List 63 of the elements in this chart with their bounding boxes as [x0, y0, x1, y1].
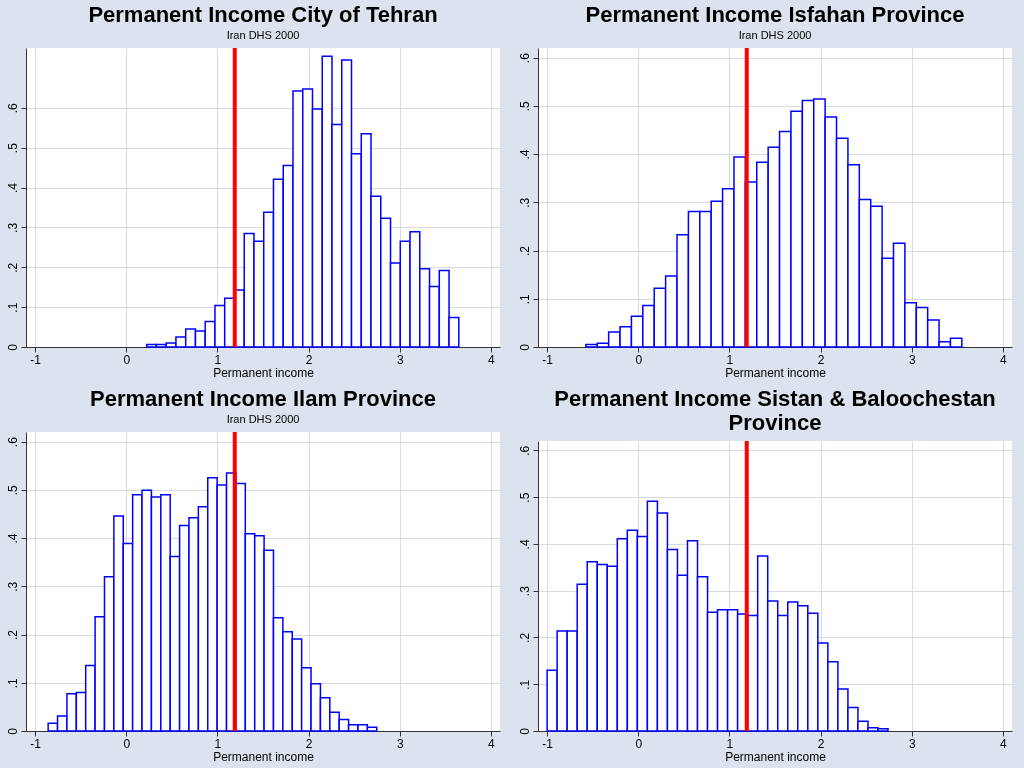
x-tick-label: 2 — [305, 352, 313, 367]
chart-title: Permanent Income Isfahan Province — [585, 2, 965, 27]
chart-title: Permanent Income Sistan & Baloochestan Province — [554, 386, 996, 435]
x-tick-label: -1 — [542, 736, 554, 751]
chart-title: Permanent Income City of Tehran — [88, 2, 438, 27]
chart-subtitle: Iran DHS 2000 — [226, 413, 300, 425]
x-tick-label: 0 — [123, 736, 131, 751]
y-tick-label: .1 — [5, 677, 20, 689]
y-tick-label: .3 — [5, 222, 20, 233]
x-tick-label: -1 — [542, 352, 554, 367]
y-tick-label: .1 — [517, 679, 532, 690]
x-tick-label: 1 — [726, 352, 734, 367]
y-tick-label: .5 — [5, 142, 20, 154]
y-tick-label: .5 — [517, 492, 532, 503]
x-axis-title: Permanent income — [213, 365, 315, 380]
chart-title: Permanent Income Ilam Province — [89, 386, 437, 411]
x-axis-title: Permanent income — [725, 749, 827, 764]
y-tick-label: .2 — [5, 262, 20, 273]
x-axis-title: Permanent income — [213, 749, 315, 764]
y-tick-label: .6 — [517, 52, 532, 64]
y-tick-label: .4 — [517, 539, 532, 550]
chart-subtitle: Iran DHS 2000 — [226, 29, 300, 41]
y-tick-label: .6 — [5, 436, 20, 448]
x-tick-label: -1 — [30, 352, 42, 367]
y-tick-label: 0 — [5, 727, 20, 735]
x-tick-label: 0 — [635, 352, 643, 367]
x-tick-label: 2 — [305, 736, 313, 751]
y-tick-label: .3 — [517, 585, 532, 597]
y-tick-label: .6 — [5, 102, 20, 114]
y-tick-label: 0 — [5, 343, 20, 351]
y-tick-label: .3 — [5, 581, 20, 592]
x-tick-label: 3 — [908, 736, 916, 751]
y-tick-label: .6 — [517, 445, 532, 456]
y-tick-label: .4 — [5, 182, 20, 194]
y-tick-label: .3 — [517, 197, 532, 208]
y-tick-label: .2 — [5, 629, 20, 641]
x-tick-label: 3 — [908, 352, 916, 367]
x-tick-label: 4 — [1000, 352, 1008, 367]
y-tick-label: .5 — [517, 101, 532, 112]
y-tick-label: 0 — [517, 727, 532, 735]
x-tick-label: 0 — [123, 352, 131, 367]
x-tick-label: 4 — [1000, 736, 1008, 751]
y-tick-label: .1 — [5, 302, 20, 313]
x-tick-label: 0 — [635, 736, 643, 751]
y-tick-label: 0 — [517, 343, 532, 351]
y-tick-label: .2 — [517, 245, 532, 257]
x-tick-label: -1 — [30, 736, 42, 751]
x-tick-label: 1 — [214, 736, 222, 751]
y-tick-label: .4 — [5, 533, 20, 544]
x-tick-label: 2 — [817, 736, 825, 751]
y-tick-label: .5 — [5, 485, 20, 496]
x-tick-label: 3 — [396, 736, 404, 751]
x-tick-label: 4 — [488, 736, 496, 751]
y-tick-label: .2 — [517, 632, 532, 643]
chart-subtitle: Iran DHS 2000 — [738, 29, 812, 41]
y-tick-label: .1 — [517, 293, 532, 305]
x-tick-label: 4 — [488, 352, 496, 367]
x-tick-label: 1 — [726, 736, 734, 751]
x-axis-title: Permanent income — [725, 365, 827, 380]
y-tick-label: .4 — [517, 149, 532, 160]
x-tick-label: 3 — [396, 352, 404, 367]
x-tick-label: 2 — [817, 352, 825, 367]
x-tick-label: 1 — [214, 352, 222, 367]
